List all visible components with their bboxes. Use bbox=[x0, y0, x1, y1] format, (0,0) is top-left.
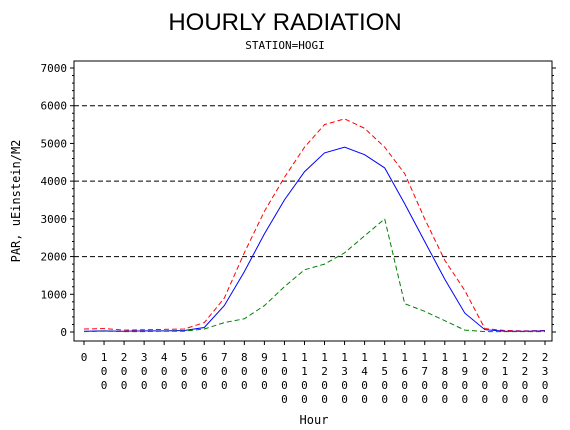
series-line-1 bbox=[83, 118, 546, 332]
x-axis-label: Hour bbox=[300, 413, 329, 427]
y-tick-label: 2000 bbox=[41, 251, 68, 264]
y-tick-label: 7000 bbox=[41, 62, 68, 75]
plot-frame bbox=[73, 60, 553, 342]
series-line-3 bbox=[83, 217, 545, 333]
series-lines bbox=[83, 118, 546, 333]
y-tick-label: 4000 bbox=[41, 175, 68, 188]
y-tick-label: 5000 bbox=[41, 137, 68, 150]
y-axis: 0 1000 2000 3000 4000 5000 6000 7000 bbox=[41, 62, 556, 339]
y-tick-label: 3000 bbox=[41, 213, 68, 226]
y-tick-label: 6000 bbox=[41, 100, 68, 113]
y-axis-label: PAR, uEinstein/M2 bbox=[9, 140, 23, 263]
x-tick-label: 0 bbox=[81, 351, 88, 364]
reference-lines bbox=[74, 105, 552, 258]
y-tick-label: 0 bbox=[60, 326, 67, 339]
x-axis: 0 1 0 0 2 0 0 3 0 0 4 0 0 5 0 0 6 0 0 7 0 0 8 0 0 9 0 0 1 0 0 0 1 1 0 0 1 2 0 0… bbox=[81, 341, 549, 406]
chart-subtitle: STATION=HOGI bbox=[245, 39, 324, 52]
series-line-2 bbox=[83, 146, 546, 332]
chart-title: HOURLY RADIATION bbox=[168, 9, 401, 36]
y-tick-label: 1000 bbox=[41, 288, 68, 301]
